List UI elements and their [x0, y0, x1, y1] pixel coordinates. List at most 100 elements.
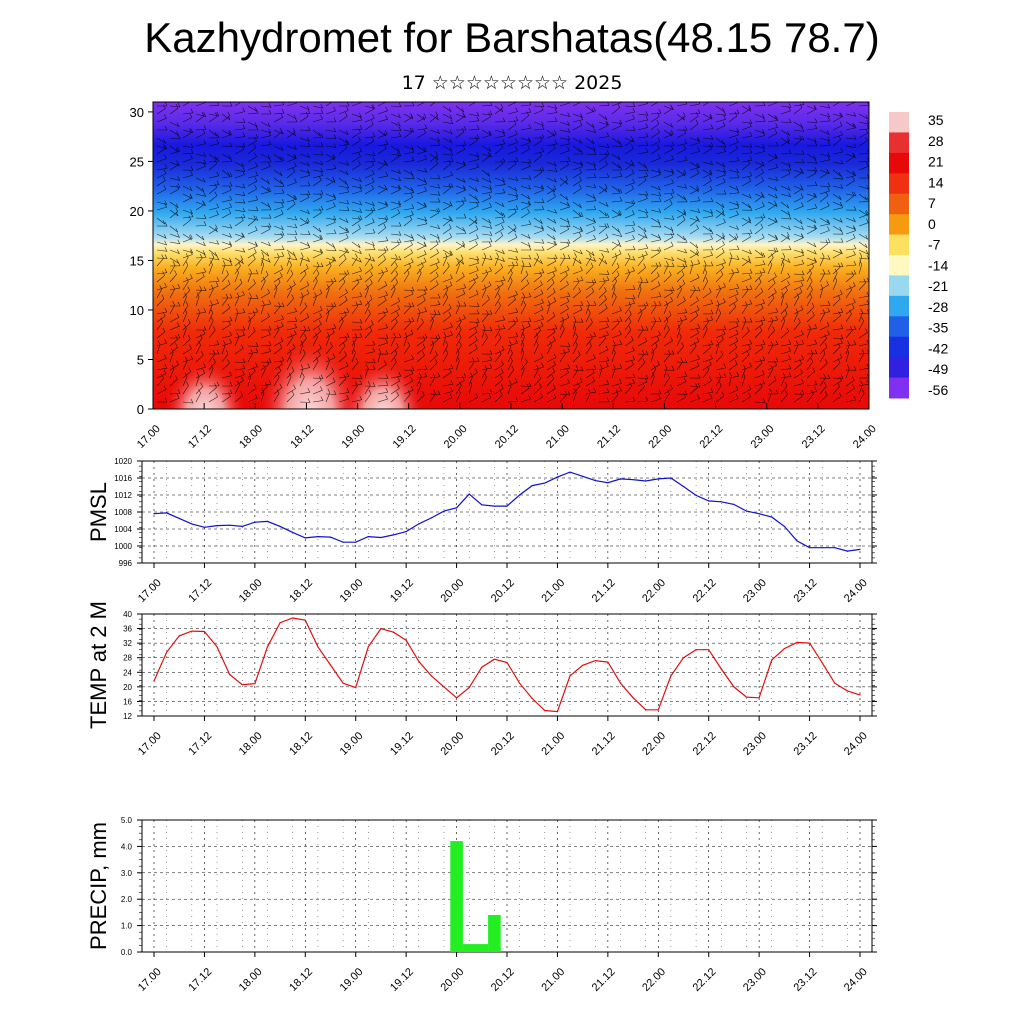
wind-barb — [377, 307, 389, 315]
wind-barb — [767, 176, 779, 182]
wind-barb — [507, 185, 518, 192]
wind-barb — [754, 260, 766, 267]
wind-barb — [520, 279, 530, 291]
wind-barb — [247, 393, 258, 403]
wind-barb — [182, 334, 191, 347]
wind-barb — [494, 368, 504, 379]
wind-barb — [572, 366, 584, 372]
wind-barb — [520, 324, 525, 339]
wind-barb — [598, 257, 608, 265]
wind-barb — [416, 102, 426, 107]
wind-barb — [195, 249, 206, 256]
wind-barb — [468, 302, 480, 307]
wind-barb — [845, 176, 855, 187]
wind-barb — [234, 132, 246, 139]
wind-barb — [573, 149, 584, 155]
wind-barb — [299, 153, 311, 158]
data-point — [292, 617, 294, 619]
wind-barb — [403, 257, 414, 267]
wind-barb — [182, 250, 193, 259]
precip-panel: 17.00 17.12 18.00 18.12 19.00 19.12 20.00 20.12… — [86, 816, 877, 994]
wind-barb — [273, 253, 280, 267]
wind-barb — [819, 373, 826, 387]
wind-barb — [494, 128, 506, 134]
wind-barb — [507, 290, 518, 299]
data-point — [670, 675, 672, 677]
wind-barb — [845, 326, 853, 339]
wind-barb — [494, 324, 506, 331]
wind-barb — [533, 362, 544, 371]
wind-barb — [780, 354, 792, 363]
wind-barb — [676, 372, 688, 379]
wind-barb — [182, 274, 193, 283]
wind-barb — [754, 398, 766, 403]
plot-frame — [141, 613, 873, 717]
wind-barb — [260, 109, 272, 115]
wind-barb — [208, 183, 218, 195]
wind-barb — [455, 160, 467, 166]
wind-barb — [728, 302, 737, 315]
wind-barb — [533, 392, 543, 403]
wind-barb — [702, 365, 710, 379]
wind-barb — [390, 297, 401, 307]
wind-barb — [702, 261, 714, 267]
wind-barb — [442, 182, 454, 188]
data-point — [670, 477, 672, 479]
wind-barb — [156, 307, 168, 315]
data-point — [809, 642, 811, 644]
wind-barb — [169, 207, 179, 219]
wind-barb — [338, 254, 347, 267]
wind-barb — [286, 330, 297, 339]
wind-barb — [793, 281, 804, 291]
wind-barb — [442, 201, 453, 211]
wind-barb — [754, 144, 766, 149]
wind-barb — [442, 393, 453, 403]
wind-barb — [650, 112, 660, 123]
wind-barb — [234, 292, 240, 307]
wind-barb — [169, 176, 181, 181]
wind-barb — [793, 184, 803, 195]
wind-barb — [637, 132, 649, 139]
wind-barb — [702, 324, 708, 339]
wind-barb — [793, 135, 802, 147]
wind-barb — [793, 103, 803, 115]
wind-barb — [559, 280, 569, 291]
y-tick-label: 20 — [130, 204, 144, 219]
wind-barb — [767, 315, 779, 323]
wind-barb — [845, 244, 857, 251]
data-point — [405, 639, 407, 641]
wind-barb — [754, 249, 764, 257]
wind-barb — [741, 131, 753, 139]
wind-barb — [559, 160, 569, 171]
wind-barb — [676, 169, 687, 179]
wind-barb — [507, 192, 519, 197]
wind-barb — [793, 308, 799, 323]
wind-barb — [299, 340, 304, 355]
wind-barb — [702, 309, 714, 315]
wind-barb — [559, 390, 568, 403]
wind-barb — [338, 277, 346, 291]
wind-barb — [364, 132, 376, 139]
wind-barb — [403, 354, 414, 363]
wind-barb — [715, 373, 722, 387]
x-tick-label: 24.00 — [842, 577, 870, 605]
colorbar-swatch — [889, 214, 909, 236]
wind-barb — [377, 374, 389, 379]
data-point — [229, 673, 231, 676]
wind-barb — [611, 292, 617, 307]
wind-barb — [156, 240, 168, 246]
wind-barb — [780, 106, 791, 115]
wind-barb — [260, 257, 271, 263]
wind-barb — [507, 276, 513, 291]
x-tick-label: 23.12 — [791, 577, 819, 605]
wind-barb — [481, 177, 492, 184]
wind-barb — [429, 335, 439, 347]
wind-barb — [533, 289, 544, 299]
wind-barb — [689, 248, 699, 259]
wind-barb — [754, 147, 766, 155]
wind-barb — [845, 384, 855, 395]
wind-barb — [845, 169, 856, 177]
wind-barb — [429, 293, 441, 299]
data-point — [342, 682, 344, 684]
wind-barb — [754, 129, 765, 134]
